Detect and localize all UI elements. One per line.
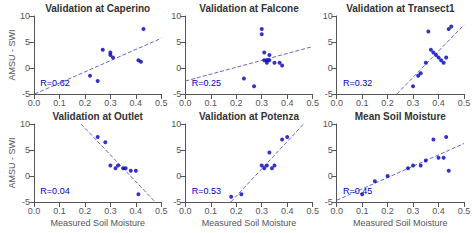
- svg-text:Measured Soil Moisture: Measured Soil Moisture: [202, 218, 297, 228]
- svg-text:Measured Soil Moisture: Measured Soil Moisture: [50, 218, 145, 228]
- svg-text:0.5: 0.5: [458, 98, 471, 108]
- svg-text:0.4: 0.4: [281, 98, 294, 108]
- svg-text:R=0.32: R=0.32: [343, 78, 372, 88]
- svg-text:R=0.04: R=0.04: [40, 186, 69, 196]
- svg-text:AMSU - SWI: AMSU - SWI: [7, 138, 17, 189]
- svg-text:0: 0: [176, 171, 181, 181]
- svg-text:0.5: 0.5: [306, 206, 319, 216]
- svg-text:Validation at Potenza: Validation at Potenza: [199, 111, 299, 122]
- svg-text:0.2: 0.2: [230, 206, 243, 216]
- svg-text:10: 10: [323, 11, 333, 21]
- svg-text:0.2: 0.2: [381, 206, 394, 216]
- svg-text:0: 0: [328, 63, 333, 73]
- svg-text:5: 5: [176, 145, 181, 155]
- svg-text:0.1: 0.1: [356, 206, 369, 216]
- svg-text:0.0: 0.0: [179, 206, 192, 216]
- svg-text:Mean Soil Moisture: Mean Soil Moisture: [355, 111, 447, 122]
- svg-text:-5: -5: [22, 197, 30, 207]
- svg-text:5: 5: [328, 37, 333, 47]
- svg-text:0.5: 0.5: [458, 206, 471, 216]
- svg-text:-5: -5: [324, 89, 333, 99]
- svg-text:0.2: 0.2: [79, 98, 92, 108]
- svg-text:10: 10: [323, 119, 333, 129]
- svg-text:0.1: 0.1: [53, 98, 66, 108]
- svg-text:R=0.62: R=0.62: [40, 78, 69, 88]
- svg-text:0: 0: [25, 171, 30, 181]
- svg-text:0.2: 0.2: [79, 206, 92, 216]
- svg-text:0.0: 0.0: [28, 98, 41, 108]
- svg-text:0: 0: [25, 63, 30, 73]
- svg-text:Validation at Outlet: Validation at Outlet: [52, 111, 143, 122]
- svg-text:0.3: 0.3: [255, 206, 268, 216]
- svg-text:0: 0: [328, 171, 333, 181]
- svg-text:0.1: 0.1: [205, 206, 218, 216]
- svg-text:0.5: 0.5: [155, 206, 168, 216]
- svg-text:R=0.53: R=0.53: [192, 186, 221, 196]
- svg-text:5: 5: [328, 145, 333, 155]
- svg-text:0.2: 0.2: [230, 98, 243, 108]
- svg-text:0.1: 0.1: [205, 98, 218, 108]
- svg-text:5: 5: [25, 37, 30, 47]
- svg-text:5: 5: [176, 37, 181, 47]
- svg-text:Measured Soil Moisture: Measured Soil Moisture: [353, 218, 448, 228]
- svg-text:0.4: 0.4: [130, 206, 143, 216]
- svg-text:0.1: 0.1: [53, 206, 66, 216]
- svg-text:10: 10: [20, 119, 30, 129]
- svg-text:0.4: 0.4: [281, 206, 294, 216]
- svg-text:0.4: 0.4: [432, 206, 445, 216]
- svg-text:0.3: 0.3: [255, 98, 268, 108]
- svg-text:-5: -5: [324, 197, 333, 207]
- svg-text:0.4: 0.4: [432, 98, 445, 108]
- svg-text:0.0: 0.0: [28, 206, 41, 216]
- svg-text:10: 10: [171, 119, 181, 129]
- svg-text:0.0: 0.0: [330, 206, 343, 216]
- svg-text:Validation at Transect1: Validation at Transect1: [346, 3, 455, 14]
- svg-text:R=0.25: R=0.25: [192, 78, 221, 88]
- svg-text:Validation at Falcone: Validation at Falcone: [199, 3, 299, 14]
- svg-text:Validation at Caperino: Validation at Caperino: [45, 3, 150, 14]
- svg-text:0.1: 0.1: [356, 98, 369, 108]
- svg-text:0.5: 0.5: [306, 98, 319, 108]
- svg-text:0.2: 0.2: [381, 98, 394, 108]
- svg-text:0.3: 0.3: [407, 206, 420, 216]
- svg-text:AMSU - SWI: AMSU - SWI: [7, 30, 17, 81]
- svg-text:0.5: 0.5: [155, 98, 168, 108]
- svg-text:5: 5: [25, 145, 30, 155]
- svg-text:R=0.45: R=0.45: [343, 186, 372, 196]
- svg-text:10: 10: [20, 11, 30, 21]
- svg-text:0.3: 0.3: [104, 206, 117, 216]
- svg-text:-5: -5: [173, 197, 182, 207]
- svg-text:-5: -5: [173, 89, 182, 99]
- svg-text:-5: -5: [22, 89, 30, 99]
- svg-text:0.0: 0.0: [330, 98, 343, 108]
- svg-text:0: 0: [176, 63, 181, 73]
- svg-text:0.0: 0.0: [179, 98, 192, 108]
- svg-text:0.3: 0.3: [407, 98, 420, 108]
- svg-text:10: 10: [171, 11, 181, 21]
- svg-text:0.3: 0.3: [104, 98, 117, 108]
- svg-text:0.4: 0.4: [130, 98, 143, 108]
